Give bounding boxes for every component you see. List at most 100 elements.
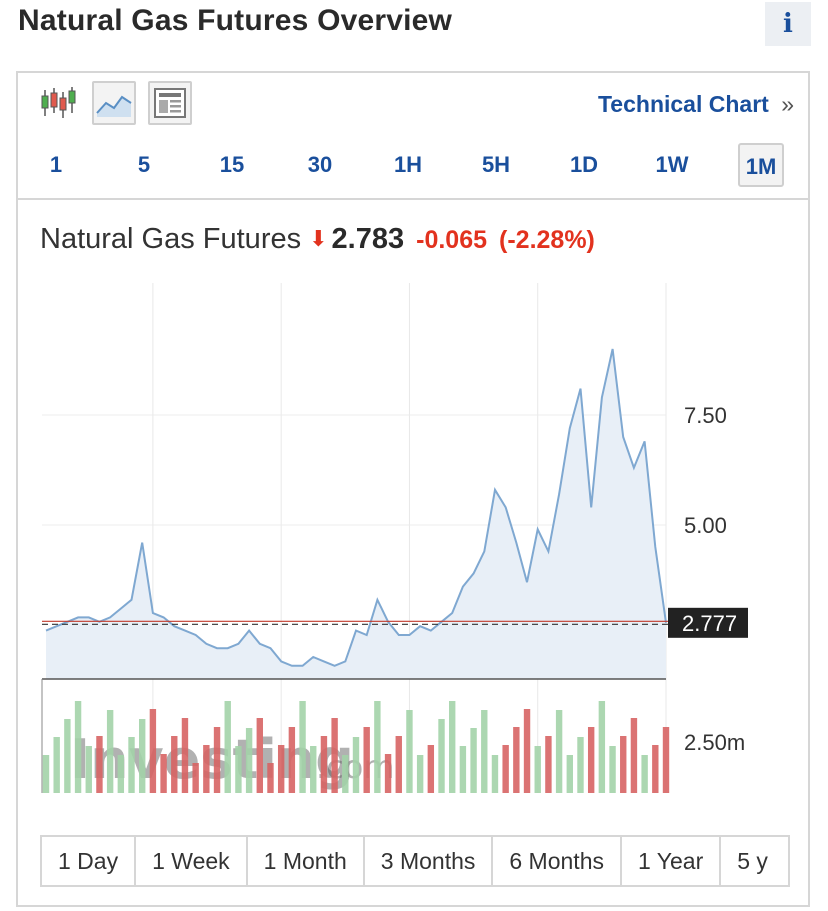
double-chevron-right-icon: » [781, 91, 794, 117]
volume-bar [395, 736, 402, 793]
volume-bar [267, 763, 274, 793]
volume-bar [213, 727, 221, 793]
volume-bar [566, 755, 573, 793]
range-selector: 1 Day 1 Week 1 Month 3 Months 6 Months 1… [40, 835, 790, 887]
volume-bar [459, 746, 467, 793]
volume-bar [117, 755, 125, 793]
volume-bar [363, 727, 370, 793]
volume-bar [406, 710, 413, 793]
volume-bar [192, 763, 199, 793]
volume-bar [438, 719, 445, 793]
volume-bar [470, 728, 477, 793]
volume-bar [427, 745, 435, 793]
volume-bar [42, 755, 50, 793]
quote-line: Natural Gas Futures ⬇ 2.783 -0.065 (-2.28%) [40, 223, 595, 256]
range-5-years[interactable]: 5 y [737, 848, 768, 874]
volume-bar [481, 710, 488, 793]
volume-bar [181, 718, 189, 793]
volume-bar [352, 737, 360, 793]
range-1-week[interactable]: 1 Week [136, 837, 248, 885]
volume-bar [128, 737, 135, 793]
volume-bar [416, 755, 424, 793]
volume-bar [139, 719, 146, 793]
instrument-name: Natural Gas Futures [40, 223, 302, 255]
volume-bar [534, 746, 541, 793]
volume-bar [235, 746, 242, 793]
technical-chart-link[interactable]: Technical Chart » [598, 91, 794, 118]
volume-bar [502, 745, 509, 793]
range-1-day[interactable]: 1 Day [42, 837, 137, 885]
volume-bar [310, 746, 317, 793]
info-button[interactable]: i [765, 2, 811, 46]
volume-bar [384, 754, 392, 793]
volume-bar [630, 718, 638, 793]
line-chart-icon[interactable] [92, 81, 136, 125]
timeframe-1h[interactable]: 1H [393, 152, 423, 177]
volume-bar [256, 718, 263, 793]
volume-bar [555, 710, 563, 793]
chart-widget: Technical Chart » 1 5 15 30 1H 5H 1D 1W … [16, 71, 810, 907]
timeframe-5[interactable]: 5 [137, 152, 151, 177]
volume-bar [342, 755, 349, 793]
volume-bar [245, 728, 253, 793]
volume-bar [96, 736, 103, 793]
last-price: 2.783 [331, 223, 405, 255]
y-tick-label: 5.00 [684, 513, 727, 538]
price-chart[interactable]: Investing.com7.505.002.50m2.777201920202… [18, 273, 808, 793]
volume-bar [106, 710, 114, 793]
candlestick-chart-icon[interactable] [38, 83, 78, 123]
volume-bar [160, 754, 167, 793]
volume-bar [513, 727, 520, 793]
volume-bar [598, 701, 606, 793]
range-1-month[interactable]: 1 Month [248, 837, 365, 885]
range-1-year[interactable]: 1 Year [622, 837, 722, 885]
volume-bar [74, 701, 82, 793]
volume-bar [652, 745, 659, 793]
range-6-months[interactable]: 6 Months [493, 837, 622, 885]
y-tick-label: 7.50 [684, 403, 727, 428]
range-3-months[interactable]: 3 Months [365, 837, 494, 885]
volume-tick-label: 2.50m [684, 730, 745, 755]
volume-bar [449, 701, 456, 793]
watermark-brand: Investing [70, 728, 354, 791]
timeframe-1m[interactable]: 1M [738, 143, 784, 187]
volume-bar [224, 701, 231, 793]
price-change-percent: (-2.28%) [499, 226, 595, 254]
timeframe-1w[interactable]: 1W [655, 152, 689, 177]
volume-bar [331, 718, 338, 793]
volume-bar [149, 709, 157, 793]
volume-bar [587, 727, 595, 793]
volume-bar [64, 719, 71, 793]
page-title: Natural Gas Futures Overview [18, 4, 453, 37]
volume-bar [641, 755, 648, 793]
price-line [45, 348, 667, 667]
volume-bar [320, 736, 328, 793]
volume-bar [85, 746, 92, 793]
timeframe-30[interactable]: 30 [307, 152, 333, 177]
timeframe-15[interactable]: 15 [219, 152, 245, 177]
table-view-icon[interactable] [148, 81, 192, 125]
volume-bar [277, 745, 285, 793]
volume-bar [491, 755, 499, 793]
current-price-badge [668, 607, 748, 638]
volume-bar [374, 701, 381, 793]
volume-bar [171, 736, 178, 793]
timeframe-1[interactable]: 1 [49, 152, 63, 177]
chart-toolbar: Technical Chart » 1 5 15 30 1H 5H 1D 1W … [18, 73, 808, 200]
timeframe-5h[interactable]: 5H [481, 152, 511, 177]
price-change: -0.065 [416, 226, 488, 254]
volume-bar [53, 737, 60, 793]
volume-bar [288, 727, 296, 793]
price-area [46, 349, 666, 679]
volume-bar [662, 727, 670, 793]
timeframe-1d[interactable]: 1D [569, 152, 599, 177]
volume-bar [545, 736, 552, 793]
current-price-label: 2.777 [682, 611, 737, 636]
volume-bar [299, 701, 306, 793]
volume-bar [203, 745, 210, 793]
volume-bar [620, 736, 627, 793]
down-arrow-icon: ⬇ [309, 226, 328, 251]
volume-bar [609, 746, 616, 793]
volume-bar [577, 737, 584, 793]
volume-bar [523, 709, 531, 793]
